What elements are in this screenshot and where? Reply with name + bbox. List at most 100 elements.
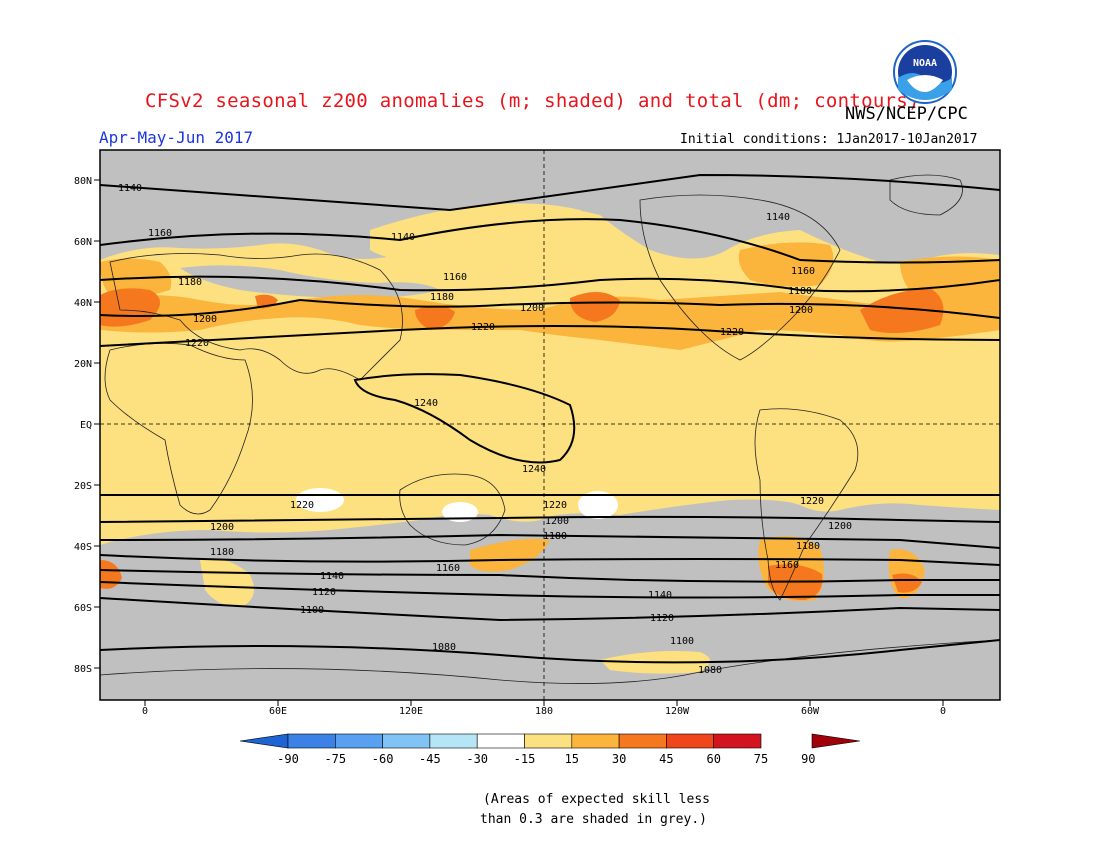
lat-tick-label: 40S <box>74 542 92 553</box>
colorbar-cell <box>524 733 573 749</box>
south-america-outline <box>754 408 859 601</box>
colorbar: -90 -75 -60 -45 -30 -15 15 30 45 60 75 90 <box>239 733 861 766</box>
colorbar-cell <box>571 733 620 749</box>
contour-labels: 1140 1160 1180 1200 1220 1140 1160 1180 … <box>118 183 852 676</box>
contour-label: 1160 <box>436 563 460 574</box>
contour-line-1200-south <box>100 515 1000 523</box>
colorbar-label: -75 <box>324 752 346 766</box>
colorbar-arrow-right <box>811 733 861 749</box>
contour-label: 1220 <box>290 500 314 511</box>
dark-anomaly-mediterranean <box>100 288 160 327</box>
contour-label: 1160 <box>148 228 172 239</box>
contour-label: 1240 <box>522 464 546 475</box>
season-label: Apr-May-Jun 2017 <box>99 128 254 147</box>
colorbar-label: 45 <box>659 752 673 766</box>
grey-skill-mid-north <box>180 265 440 299</box>
eurasia-outline <box>109 253 403 381</box>
contour-label: 1140 <box>766 212 790 223</box>
contour-label: 1160 <box>791 266 815 277</box>
lon-tick-label: 120W <box>665 706 690 717</box>
lon-tick-label: 180 <box>535 706 553 717</box>
dark-anomaly-north-pacific <box>570 291 620 322</box>
organization-label: NWS/NCEP/CPC <box>845 104 968 124</box>
contour-line-1200-north <box>100 298 1000 319</box>
skill-note-line-1: (Areas of expected skill less <box>483 792 710 807</box>
contour-label: 1200 <box>520 303 544 314</box>
noaa-logo: NOAA <box>893 40 957 104</box>
colorbar-label: -30 <box>466 752 488 766</box>
colorbar-label: 15 <box>565 752 579 766</box>
colorbar-cell <box>334 733 383 749</box>
latitude-axis: 80N 60N 40N 20N EQ 20S 40S 60S 80S <box>74 176 100 675</box>
colorbar-label: -90 <box>277 752 299 766</box>
white-patch-australia <box>442 502 478 522</box>
anomaly-blob-north-pacific <box>370 203 598 262</box>
contour-label: 1220 <box>720 327 744 338</box>
lat-tick-label: 60S <box>74 603 92 614</box>
dark-anomaly-north-atlantic <box>860 288 944 334</box>
colorbar-cell <box>476 733 525 749</box>
contour-label: 1220 <box>543 500 567 511</box>
antarctica-outline <box>100 639 1000 684</box>
contour-label: 1140 <box>648 590 672 601</box>
contour-line-1160-south <box>100 554 1000 566</box>
contour-line-1080 <box>100 639 1000 664</box>
contour-label: 1220 <box>800 496 824 507</box>
colorbar-label: -15 <box>514 752 536 766</box>
australia-outline <box>399 473 506 546</box>
contour-line-1240 <box>353 373 576 464</box>
contour-line-1220-north <box>100 325 1000 347</box>
colorbar-label: -60 <box>372 752 394 766</box>
contour-label: 1180 <box>796 541 820 552</box>
contour-label: 1160 <box>775 560 799 571</box>
contour-label: 1120 <box>650 613 674 624</box>
contour-label: 1140 <box>391 232 415 243</box>
colorbar-cell <box>382 733 431 749</box>
lon-tick-label: 0 <box>142 706 148 717</box>
anomaly-blob-south-africa <box>200 559 254 606</box>
colorbar-cell <box>618 733 667 749</box>
north-america-outline <box>639 194 841 361</box>
contour-label: 1160 <box>443 272 467 283</box>
lon-tick-label: 0 <box>940 706 946 717</box>
contour-line-1140-north <box>100 173 1000 212</box>
anomaly-blob-north-america <box>738 242 834 287</box>
lat-tick-label: 80S <box>74 664 92 675</box>
contour-label: 1100 <box>300 605 324 616</box>
contour-label: 1180 <box>178 277 202 288</box>
colorbar-cell <box>429 733 478 749</box>
initial-conditions-label: Initial conditions: 1Jan2017-10Jan2017 <box>680 132 978 147</box>
contour-line-1100 <box>100 597 1000 622</box>
colorbar-cell <box>713 733 762 749</box>
contour-label: 1180 <box>430 292 454 303</box>
lat-tick-label: 60N <box>74 237 92 248</box>
colorbar-cells <box>287 733 762 749</box>
contour-label: 1180 <box>543 531 567 542</box>
colorbar-label: 90 <box>801 752 815 766</box>
map-frame <box>99 149 1001 701</box>
contour-label: 1140 <box>320 571 344 582</box>
africa-outline <box>104 342 253 515</box>
contour-line-1140-south <box>100 569 1000 583</box>
contour-label: 1240 <box>414 398 438 409</box>
contour-label: 1200 <box>789 305 813 316</box>
white-patch-pacific <box>578 491 618 519</box>
contour-label: 1200 <box>193 314 217 325</box>
map-title: CFSv2 seasonal z200 anomalies (m; shaded… <box>145 90 920 112</box>
lon-tick-label: 60E <box>269 706 287 717</box>
contour-line-1120-south <box>100 581 1000 599</box>
contour-label: 1200 <box>210 522 234 533</box>
greenland-outline <box>889 174 963 216</box>
contour-label: 1200 <box>545 516 569 527</box>
contour-line-1160-north <box>100 218 1000 264</box>
coastlines <box>100 174 1000 684</box>
contour-label: 1180 <box>788 286 812 297</box>
lon-tick-label: 60W <box>801 706 820 717</box>
contour-label: 1140 <box>118 183 142 194</box>
colorbar-cell <box>666 733 715 749</box>
contour-label: 1220 <box>185 338 209 349</box>
lat-tick-label: EQ <box>80 420 92 431</box>
height-contours <box>100 173 1000 664</box>
colorbar-label: 60 <box>706 752 720 766</box>
